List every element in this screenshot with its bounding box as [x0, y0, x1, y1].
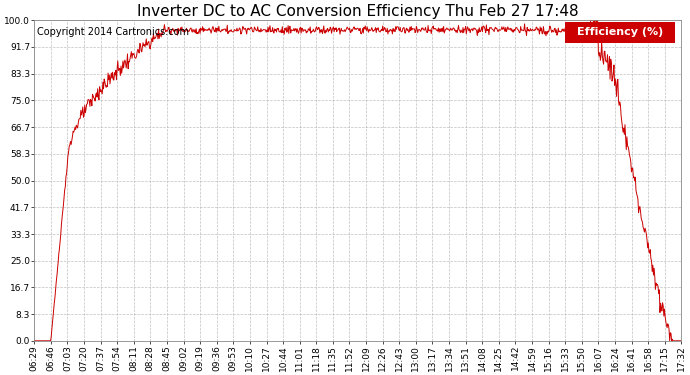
Title: Inverter DC to AC Conversion Efficiency Thu Feb 27 17:48: Inverter DC to AC Conversion Efficiency … [137, 4, 579, 19]
Text: Copyright 2014 Cartronics.com: Copyright 2014 Cartronics.com [37, 27, 190, 37]
